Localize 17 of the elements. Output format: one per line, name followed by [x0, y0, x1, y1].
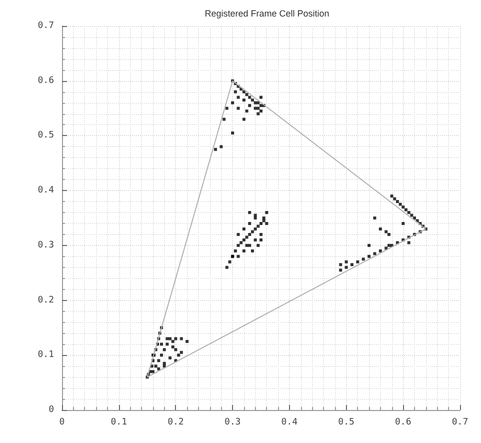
x-tick-label: 0.1	[110, 418, 127, 428]
x-tick-label: 0.5	[338, 418, 354, 428]
x-tick-label: 0.4	[281, 418, 298, 428]
x-tick-label: 0.3	[224, 418, 241, 428]
y-tick-label: 0	[48, 405, 54, 415]
x-tick-label: 0.7	[452, 418, 468, 428]
chart-title: Registered Frame Cell Position	[204, 8, 330, 18]
y-tick-label: 0.2	[38, 295, 54, 306]
y-tick-label: 0.4	[38, 186, 54, 196]
y-tick-label: 0.5	[38, 130, 54, 141]
y-tick-label: 0.3	[38, 240, 54, 250]
x-tick-label: 0	[59, 418, 65, 428]
y-tick-label: 0.1	[38, 350, 54, 360]
y-tick-label: 0.6	[38, 76, 54, 86]
y-tick-label: 0.7	[38, 21, 54, 31]
x-tick-label: 0.2	[168, 418, 184, 428]
x-tick-label: 0.6	[395, 418, 412, 428]
